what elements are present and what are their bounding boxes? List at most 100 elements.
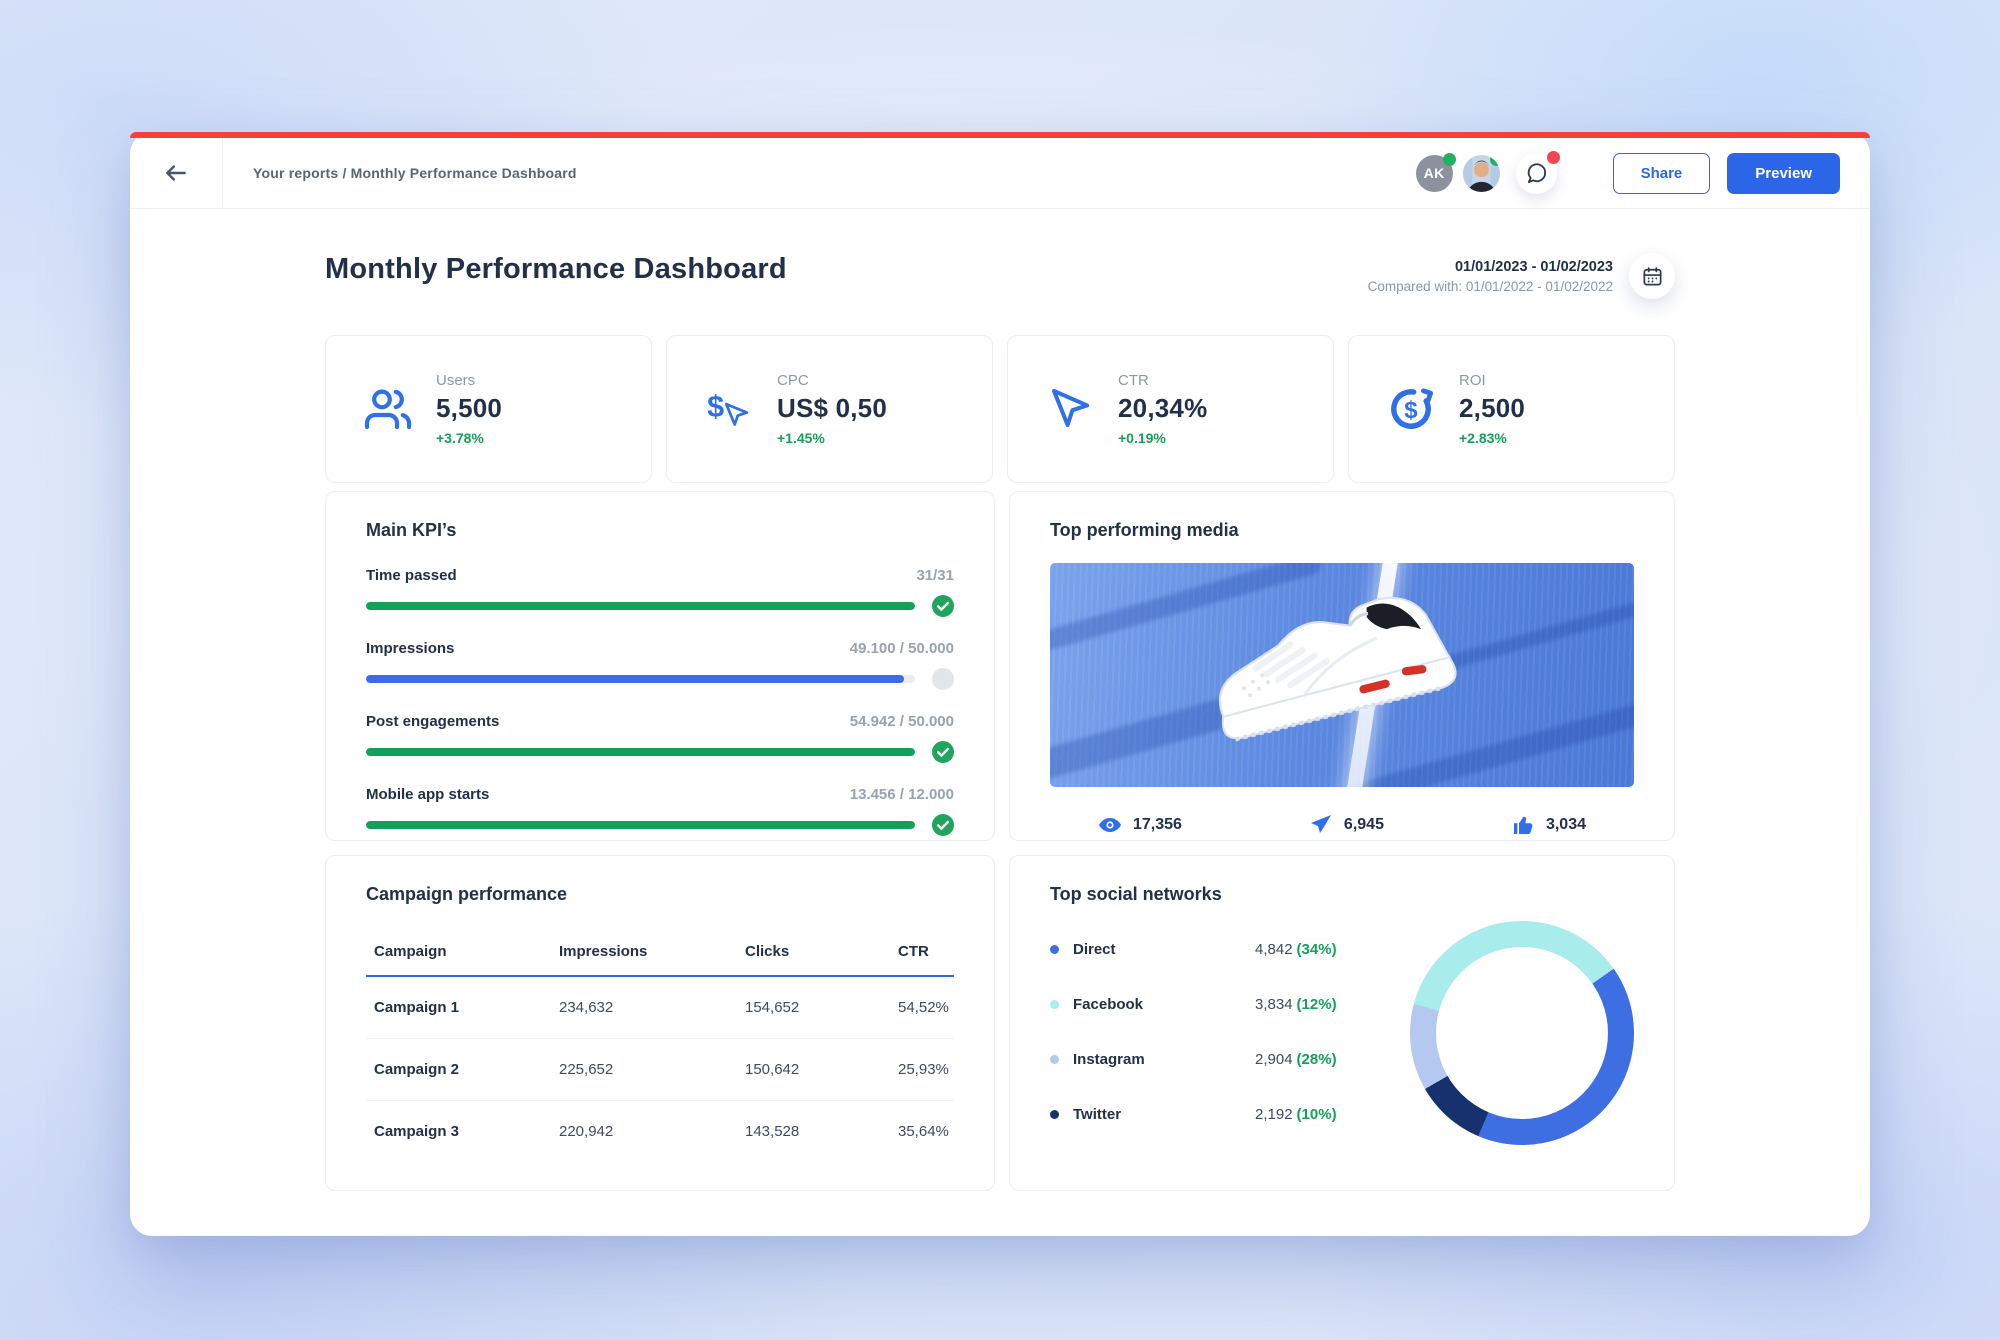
back-button[interactable] — [130, 138, 223, 208]
social-networks-panel: Top social networks Direct 4,842 (34%) Face… — [1009, 855, 1675, 1191]
chat-bubble-icon — [1527, 162, 1546, 183]
notification-dot — [1546, 150, 1560, 164]
compared-with: Compared with: 01/01/2022 - 01/02/2022 — [1367, 278, 1613, 294]
progress-track — [366, 748, 915, 756]
social-row: Instagram 2,904 (28%) — [1050, 1051, 1410, 1068]
cell-impressions: 234,632 — [559, 999, 614, 1016]
panel-title: Main KPI’s — [366, 520, 457, 540]
kpi-progress-list: Time passed 31/31 Impressions 49.100 / 50.0… — [366, 567, 954, 836]
cell-ctr: 35,64% — [898, 1123, 949, 1140]
date-range-block: 01/01/2023 - 01/02/2023 Compared with: 0… — [1368, 253, 1675, 299]
cell-campaign: Campaign 2 — [374, 1061, 460, 1078]
check-circle-icon — [932, 595, 954, 617]
kpi-value: 20,34% — [1118, 393, 1208, 423]
kpi-change-badge: +1.45% — [777, 430, 825, 446]
social-value: 4,842 (34%) — [1255, 941, 1410, 958]
social-count: 2,192 — [1255, 1106, 1293, 1123]
legend-dot — [1050, 945, 1059, 954]
legend-dot — [1050, 1055, 1059, 1064]
social-row: Twitter 2,192 (10%) — [1050, 1106, 1410, 1123]
social-value: 2,904 (28%) — [1255, 1051, 1410, 1068]
social-row: Direct 4,842 (34%) — [1050, 941, 1410, 958]
avatar-ak[interactable]: AK — [1415, 152, 1456, 192]
progress-fill — [366, 675, 905, 683]
column-header: Campaign — [374, 943, 447, 960]
progress-label: Time passed — [366, 567, 457, 584]
media-stat-value: 3,034 — [1545, 816, 1586, 833]
topbar-actions: AK Share Preview — [1406, 150, 1870, 194]
online-status-dot — [1489, 154, 1500, 166]
date-range[interactable]: 01/01/2023 - 01/02/2023 — [1454, 258, 1613, 275]
media-stat: 6,945 — [1309, 813, 1384, 837]
progress-track — [366, 675, 915, 683]
kpi-label: ROI — [1459, 372, 1486, 389]
kpi-card-ctr: CTR 20,34% +0.19% — [1007, 335, 1334, 483]
top-bar: Your reports / Monthly Performance Dashb… — [130, 138, 1870, 209]
kpi-progress-row: Post engagements 54.942 / 50.000 — [366, 713, 954, 763]
arrow-left-icon — [166, 165, 186, 181]
social-row: Facebook 3,834 (12%) — [1050, 996, 1410, 1013]
progress-fill — [366, 748, 915, 756]
media-stat: 17,356 — [1098, 813, 1182, 837]
pending-circle-icon — [932, 668, 954, 690]
send-icon — [1309, 813, 1333, 837]
campaign-performance-panel: Campaign performance Campaign Impressions… — [325, 855, 995, 1191]
social-count: 2,904 — [1255, 1051, 1293, 1068]
column-header: Clicks — [745, 943, 790, 960]
page-title: Monthly Performance Dashboard — [325, 253, 787, 285]
online-status-dot — [1442, 152, 1456, 166]
check-circle-icon — [932, 814, 954, 836]
social-percent: (34%) — [1296, 941, 1337, 958]
cpc-icon: $ — [705, 385, 753, 433]
social-label: Instagram — [1073, 1051, 1145, 1068]
top-media-panel: Top performing media — [1009, 491, 1675, 841]
progress-label: Impressions — [366, 640, 455, 657]
progress-label: Post engagements — [366, 713, 500, 730]
comments-button[interactable] — [1515, 150, 1560, 194]
legend-dot — [1050, 1110, 1059, 1119]
cell-impressions: 225,652 — [559, 1061, 614, 1078]
progress-value: 13.456 / 12.000 — [849, 786, 954, 803]
progress-label: Mobile app starts — [366, 786, 490, 803]
social-percent: (28%) — [1296, 1051, 1337, 1068]
progress-value: 31/31 — [916, 567, 954, 584]
social-legend: Direct 4,842 (34%) Facebook 3,834 (12%) Instag… — [1050, 921, 1410, 1161]
ctr-icon — [1046, 385, 1094, 433]
calendar-button[interactable] — [1629, 253, 1675, 299]
panel-title: Top performing media — [1050, 520, 1239, 540]
progress-value: 49.100 / 50.000 — [849, 640, 954, 657]
media-stats-row: 17,356 6,945 3,034 — [1050, 813, 1634, 837]
table-row: Campaign 2 225,652 150,642 25,93% — [366, 1039, 954, 1101]
svg-text:$: $ — [707, 390, 724, 424]
users-icon — [364, 385, 412, 433]
cell-clicks: 154,652 — [745, 999, 800, 1016]
accent-top-line — [130, 132, 1870, 138]
kpi-label: Users — [436, 372, 476, 389]
progress-value: 54.942 / 50.000 — [849, 713, 954, 730]
social-percent: (10%) — [1296, 1106, 1337, 1123]
report-card: Your reports / Monthly Performance Dashb… — [130, 132, 1870, 1236]
social-count: 4,842 — [1255, 941, 1293, 958]
sneaker-image — [1218, 596, 1457, 742]
social-label: Twitter — [1073, 1106, 1122, 1123]
kpi-value: 2,500 — [1459, 393, 1526, 423]
kpi-change-badge: +3.78% — [436, 430, 484, 446]
column-header: Impressions — [559, 943, 648, 960]
progress-track — [366, 821, 915, 829]
table-row: Campaign 3 220,942 143,528 35,64% — [366, 1101, 954, 1162]
report-content: Monthly Performance Dashboard 01/01/2023… — [130, 209, 1870, 1191]
thumbs-up-icon — [1511, 813, 1535, 837]
social-count: 3,834 — [1255, 996, 1293, 1013]
roi-icon: $ — [1387, 385, 1435, 433]
svg-text:$: $ — [1404, 397, 1418, 424]
kpi-progress-row: Impressions 49.100 / 50.000 — [366, 640, 954, 690]
progress-track — [366, 602, 915, 610]
preview-button[interactable]: Preview — [1727, 152, 1840, 194]
social-label: Facebook — [1073, 996, 1144, 1013]
main-kpis-panel: Main KPI’s Time passed 31/31 Impressions 49… — [325, 491, 995, 841]
share-button[interactable]: Share — [1612, 152, 1711, 194]
avatar-photo[interactable] — [1462, 154, 1500, 192]
kpi-change-badge: +0.19% — [1118, 430, 1166, 446]
social-value: 2,192 (10%) — [1255, 1106, 1410, 1123]
